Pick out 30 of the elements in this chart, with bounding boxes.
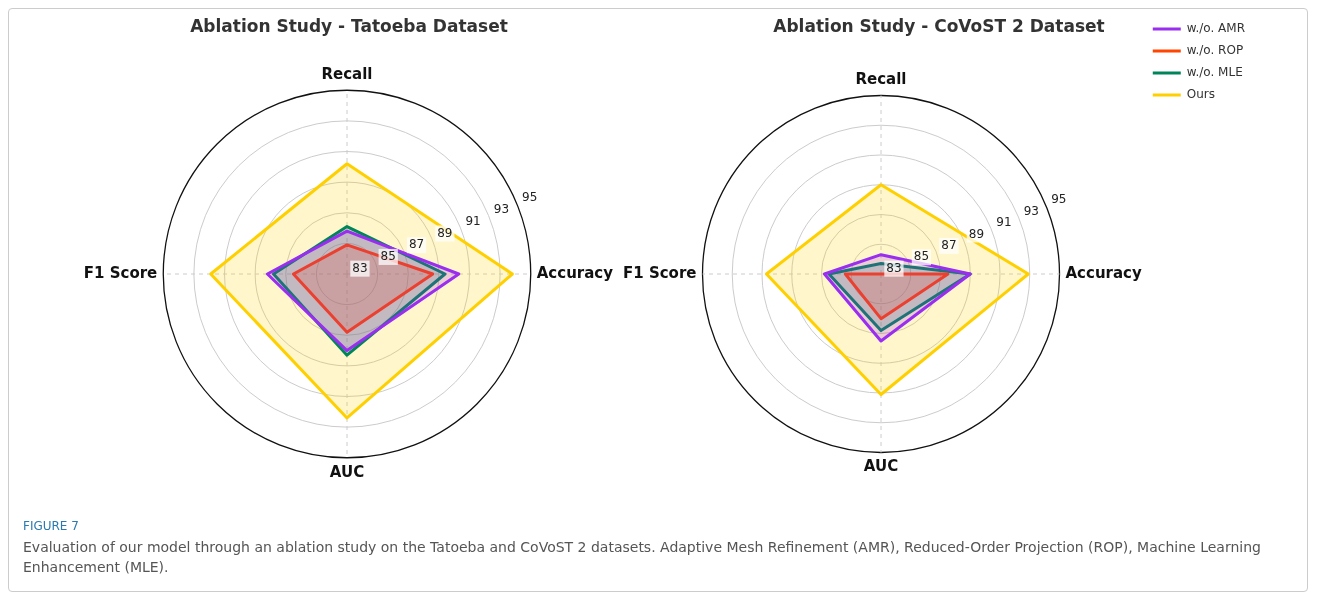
y-tick-label: 91	[996, 215, 1012, 230]
y-tick-label: 83	[886, 260, 902, 275]
chart-title: Ablation Study - CoVoST 2 Dataset	[773, 15, 1105, 36]
spoke-label: AUC	[329, 462, 365, 481]
y-tick-label: 93	[1023, 203, 1040, 218]
y-tick-label: 87	[408, 237, 425, 252]
legend-label: w./o. ROP	[1186, 43, 1244, 58]
chart-title: Ablation Study - Tatoeba Dataset	[190, 15, 508, 36]
legend-label: w./o. AMR	[1186, 21, 1245, 36]
spoke-label: Accuracy	[1065, 263, 1142, 282]
y-tick-label: 89	[437, 225, 453, 240]
y-tick-label: 91	[465, 213, 481, 228]
y-tick-label: 85	[913, 249, 930, 264]
legend-label: w./o. MLE	[1186, 65, 1243, 80]
y-tick-label: 85	[380, 249, 396, 264]
y-tick-label: 95	[1051, 192, 1067, 207]
y-tick-label: 87	[941, 238, 957, 252]
spoke-label: Recall	[855, 70, 907, 89]
y-tick-label: 95	[522, 190, 538, 205]
y-tick-label: 93	[493, 202, 510, 217]
y-tick-label: 83	[352, 260, 368, 275]
spoke-label: AUC	[863, 457, 899, 476]
y-tick-label: 89	[968, 226, 985, 241]
caption: FIGURE 7	[23, 519, 80, 533]
spoke-label: Accuracy	[536, 263, 614, 282]
text: Evaluation of our model through an ablation study on the Tatoeba and CoVoST 2 datasets. Adaptive Mesh Refinement (AMR), Reduced-Order Projection (ROP), Machine Learning Enhancement (MLE).	[23, 538, 1262, 577]
spoke-label: Recall	[321, 65, 373, 84]
spoke-label: F1 Score	[83, 263, 158, 282]
spoke-label: F1 Score	[623, 263, 697, 282]
legend-label: Ours	[1186, 87, 1216, 102]
